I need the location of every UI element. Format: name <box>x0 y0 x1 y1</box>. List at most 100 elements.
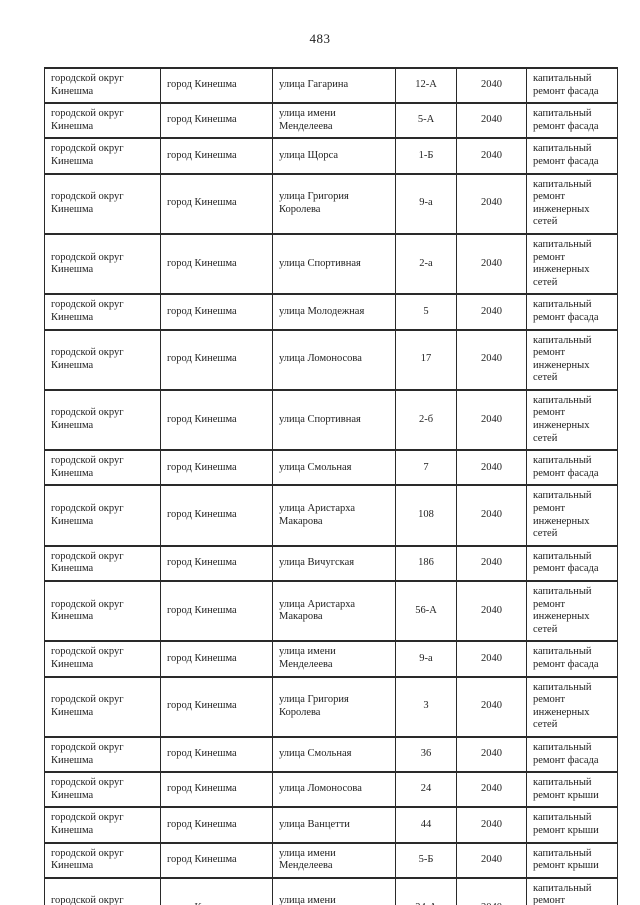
cell-city: город Кинешма <box>160 771 273 809</box>
cell-house: 1-Б <box>395 137 457 175</box>
cell-street: улица Смольная <box>272 735 396 774</box>
cell-street: улица Ванцетти <box>272 806 396 844</box>
table-row: городской округ Кинешма город Кинешма ул… <box>44 137 618 175</box>
table-row: городской округ Кинешма город Кинешма ул… <box>44 544 618 583</box>
cell-city: город Кинешма <box>160 484 273 547</box>
cell-district: городской округ Кинешма <box>44 735 161 774</box>
cell-street: улица Григория Королева <box>272 675 396 738</box>
cell-year: 2040 <box>456 293 527 331</box>
table-row: городской округ Кинешма город Кинешма ул… <box>44 841 618 879</box>
cell-year: 2040 <box>456 876 527 905</box>
cell-street: улица Спортивная <box>272 232 396 296</box>
cell-year: 2040 <box>456 232 527 296</box>
cell-house: 5 <box>395 293 457 331</box>
table-row: городской округ Кинешма город Кинешма ул… <box>44 876 618 905</box>
table-row: городской округ Кинешма город Кинешма ул… <box>44 735 618 774</box>
cell-city: город Кинешма <box>160 293 273 331</box>
repairs-table: городской округ Кинешма город Кинешма ул… <box>44 66 618 905</box>
table-row: городской округ Кинешма город Кинешма ул… <box>44 102 618 140</box>
cell-year: 2040 <box>456 484 527 547</box>
cell-year: 2040 <box>456 328 527 391</box>
cell-district: городской округ Кинешма <box>44 232 161 296</box>
cell-city: город Кинешма <box>160 876 273 905</box>
cell-district: городской округ Кинешма <box>44 579 161 643</box>
cell-district: городской округ Кинешма <box>44 293 161 331</box>
cell-street: улица Григория Королева <box>272 172 396 235</box>
cell-street: улица Щорса <box>272 137 396 175</box>
cell-city: город Кинешма <box>160 232 273 296</box>
table-row: городской округ Кинешма город Кинешма ул… <box>44 484 618 547</box>
cell-district: городской округ Кинешма <box>44 172 161 235</box>
cell-house: 186 <box>395 544 457 583</box>
cell-work: капитальный ремонт инженерных сетей <box>526 876 618 905</box>
cell-district: городской округ Кинешма <box>44 640 161 678</box>
cell-house: 9-а <box>395 172 457 235</box>
table-row: городской округ Кинешма город Кинешма ул… <box>44 232 618 296</box>
cell-city: город Кинешма <box>160 675 273 738</box>
cell-year: 2040 <box>456 675 527 738</box>
table-row: городской округ Кинешма город Кинешма ул… <box>44 293 618 331</box>
cell-city: город Кинешма <box>160 66 273 105</box>
cell-house: 24-А <box>395 876 457 905</box>
cell-house: 17 <box>395 328 457 391</box>
cell-year: 2040 <box>456 66 527 105</box>
table-row: городской округ Кинешма город Кинешма ул… <box>44 66 618 105</box>
cell-year: 2040 <box>456 579 527 643</box>
cell-street: улица Аристарха Макарова <box>272 484 396 547</box>
table-row: городской округ Кинешма город Кинешма ул… <box>44 806 618 844</box>
cell-house: 44 <box>395 806 457 844</box>
cell-work: капитальный ремонт инженерных сетей <box>526 328 618 391</box>
cell-city: город Кинешма <box>160 102 273 140</box>
cell-street: улица имени Менделеева <box>272 640 396 678</box>
cell-work: капитальный ремонт фасада <box>526 735 618 774</box>
cell-house: 7 <box>395 449 457 487</box>
cell-city: город Кинешма <box>160 806 273 844</box>
cell-district: городской округ Кинешма <box>44 449 161 487</box>
cell-street: улица Смольная <box>272 449 396 487</box>
cell-work: капитальный ремонт инженерных сетей <box>526 172 618 235</box>
page-number: 483 <box>309 31 331 46</box>
cell-work: капитальный ремонт инженерных сетей <box>526 232 618 296</box>
cell-city: город Кинешма <box>160 172 273 235</box>
cell-district: городской округ Кинешма <box>44 66 161 105</box>
cell-year: 2040 <box>456 640 527 678</box>
cell-street: улица Спортивная <box>272 388 396 452</box>
cell-district: городской округ Кинешма <box>44 806 161 844</box>
cell-year: 2040 <box>456 544 527 583</box>
cell-street: улица имени Менделеева <box>272 841 396 879</box>
cell-city: город Кинешма <box>160 449 273 487</box>
cell-year: 2040 <box>456 102 527 140</box>
cell-house: 2-б <box>395 388 457 452</box>
cell-work: капитальный ремонт инженерных сетей <box>526 579 618 643</box>
cell-year: 2040 <box>456 137 527 175</box>
cell-year: 2040 <box>456 735 527 774</box>
cell-house: 2-а <box>395 232 457 296</box>
cell-city: город Кинешма <box>160 735 273 774</box>
cell-district: городской округ Кинешма <box>44 102 161 140</box>
cell-year: 2040 <box>456 449 527 487</box>
cell-work: капитальный ремонт фасада <box>526 137 618 175</box>
cell-year: 2040 <box>456 388 527 452</box>
cell-city: город Кинешма <box>160 841 273 879</box>
cell-work: капитальный ремонт крыши <box>526 841 618 879</box>
cell-work: капитальный ремонт фасада <box>526 449 618 487</box>
cell-house: 3 <box>395 675 457 738</box>
cell-house: 24 <box>395 771 457 809</box>
cell-work: капитальный ремонт фасада <box>526 544 618 583</box>
cell-street: улица Гагарина <box>272 66 396 105</box>
cell-street: улица Ломоносова <box>272 771 396 809</box>
cell-work: капитальный ремонт инженерных сетей <box>526 675 618 738</box>
cell-district: городской округ Кинешма <box>44 137 161 175</box>
cell-work: капитальный ремонт фасада <box>526 640 618 678</box>
table-row: городской округ Кинешма город Кинешма ул… <box>44 675 618 738</box>
cell-year: 2040 <box>456 172 527 235</box>
cell-work: капитальный ремонт фасада <box>526 293 618 331</box>
cell-work: капитальный ремонт фасада <box>526 66 618 105</box>
cell-city: город Кинешма <box>160 579 273 643</box>
cell-house: 56-А <box>395 579 457 643</box>
cell-year: 2040 <box>456 771 527 809</box>
cell-district: городской округ Кинешма <box>44 876 161 905</box>
cell-house: 9-а <box>395 640 457 678</box>
cell-city: город Кинешма <box>160 544 273 583</box>
cell-house: 108 <box>395 484 457 547</box>
